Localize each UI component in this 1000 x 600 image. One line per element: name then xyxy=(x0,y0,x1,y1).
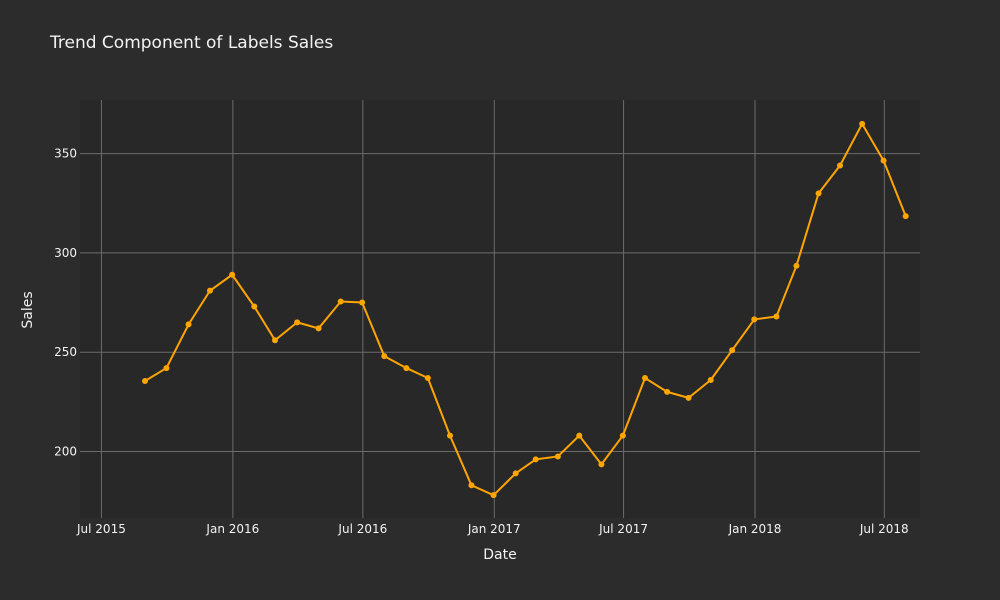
y-tick-label: 300 xyxy=(54,246,77,260)
data-point xyxy=(163,365,170,372)
data-point xyxy=(512,470,519,477)
data-point xyxy=(751,316,758,323)
data-point xyxy=(207,287,213,294)
data-point xyxy=(381,353,388,360)
data-point xyxy=(619,432,626,439)
data-point xyxy=(447,432,453,439)
data-point xyxy=(359,299,366,306)
y-tick-label: 250 xyxy=(54,345,77,359)
data-point xyxy=(315,325,322,332)
y-axis-ticks: 200 250 300 350 xyxy=(54,147,77,459)
y-tick-label: 350 xyxy=(54,147,77,161)
data-point xyxy=(337,298,344,305)
data-point xyxy=(902,213,909,220)
data-point xyxy=(880,157,887,164)
data-point xyxy=(773,313,780,320)
data-point xyxy=(142,377,148,384)
data-point xyxy=(229,271,236,278)
data-point xyxy=(837,162,843,169)
data-point xyxy=(468,482,475,489)
x-tick-label: Jan 2017 xyxy=(467,522,521,536)
series-layer xyxy=(142,120,909,499)
data-point xyxy=(685,394,692,401)
x-tick-label: Jul 2015 xyxy=(76,522,126,536)
data-point xyxy=(554,453,561,460)
x-tick-label: Jan 2016 xyxy=(205,522,259,536)
data-point xyxy=(576,432,583,439)
data-point xyxy=(859,120,866,127)
data-point xyxy=(272,337,278,344)
data-point xyxy=(424,375,431,382)
data-point xyxy=(815,190,822,197)
data-point xyxy=(185,321,192,328)
y-gridlines xyxy=(80,153,920,452)
data-point xyxy=(490,492,497,499)
chart-title: Trend Component of Labels Sales xyxy=(50,33,334,53)
data-point xyxy=(532,456,539,463)
data-point xyxy=(294,319,301,326)
data-point xyxy=(642,375,648,382)
x-tick-label: Jul 2016 xyxy=(337,522,387,536)
data-point xyxy=(251,303,258,310)
data-point xyxy=(403,365,410,372)
data-point xyxy=(793,262,800,269)
x-gridlines xyxy=(100,100,885,518)
data-point xyxy=(598,461,605,468)
series-line xyxy=(144,122,907,497)
y-tick-label: 200 xyxy=(54,444,77,458)
data-point xyxy=(664,388,671,395)
x-tick-label: Jul 2017 xyxy=(598,522,648,536)
data-point xyxy=(729,347,736,354)
y-axis-title: Sales xyxy=(20,291,36,328)
plot-area xyxy=(80,100,920,518)
x-tick-label: Jan 2018 xyxy=(728,522,782,536)
x-tick-label: Jul 2018 xyxy=(859,522,909,536)
data-point xyxy=(707,376,714,383)
x-axis-title: Date xyxy=(483,547,516,563)
x-axis-ticks: Jul 2015 Jan 2016 Jul 2016 Jan 2017 Jul 2017… xyxy=(76,522,909,536)
